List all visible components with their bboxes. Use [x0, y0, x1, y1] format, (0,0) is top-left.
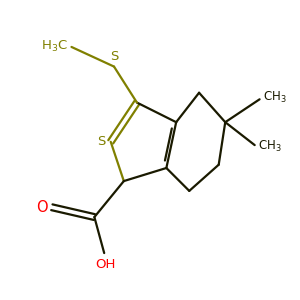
Text: $\mathregular{H_3C}$: $\mathregular{H_3C}$: [41, 39, 68, 55]
Text: $\mathregular{CH_3}$: $\mathregular{CH_3}$: [263, 90, 286, 105]
Text: S: S: [98, 135, 106, 148]
Text: OH: OH: [96, 258, 116, 271]
Text: S: S: [110, 50, 118, 63]
Text: O: O: [36, 200, 48, 215]
Text: $\mathregular{CH_3}$: $\mathregular{CH_3}$: [258, 139, 282, 154]
